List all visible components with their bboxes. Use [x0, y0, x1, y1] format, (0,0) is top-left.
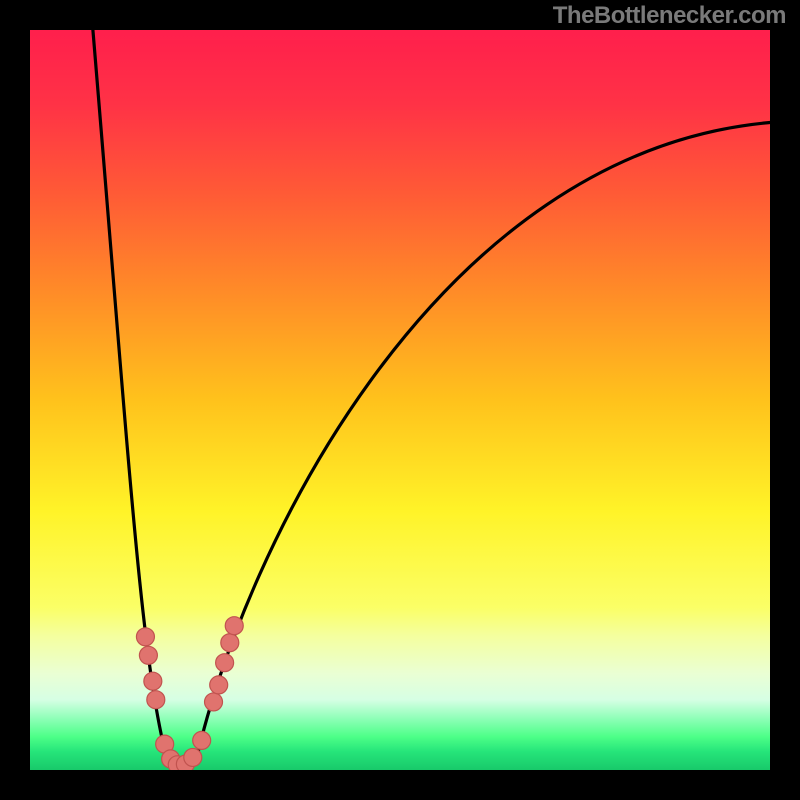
data-marker [210, 676, 228, 694]
data-marker [184, 748, 202, 766]
data-marker [221, 634, 239, 652]
watermark-text: TheBottlenecker.com [553, 2, 786, 30]
data-marker [139, 646, 157, 664]
plot-area [30, 30, 770, 770]
bottleneck-chart [30, 30, 770, 770]
data-marker [225, 617, 243, 635]
data-marker [136, 628, 154, 646]
data-marker [193, 731, 211, 749]
data-marker [144, 672, 162, 690]
data-marker [216, 654, 234, 672]
data-marker [205, 693, 223, 711]
data-marker [147, 691, 165, 709]
outer-frame: TheBottlenecker.com [0, 0, 800, 800]
